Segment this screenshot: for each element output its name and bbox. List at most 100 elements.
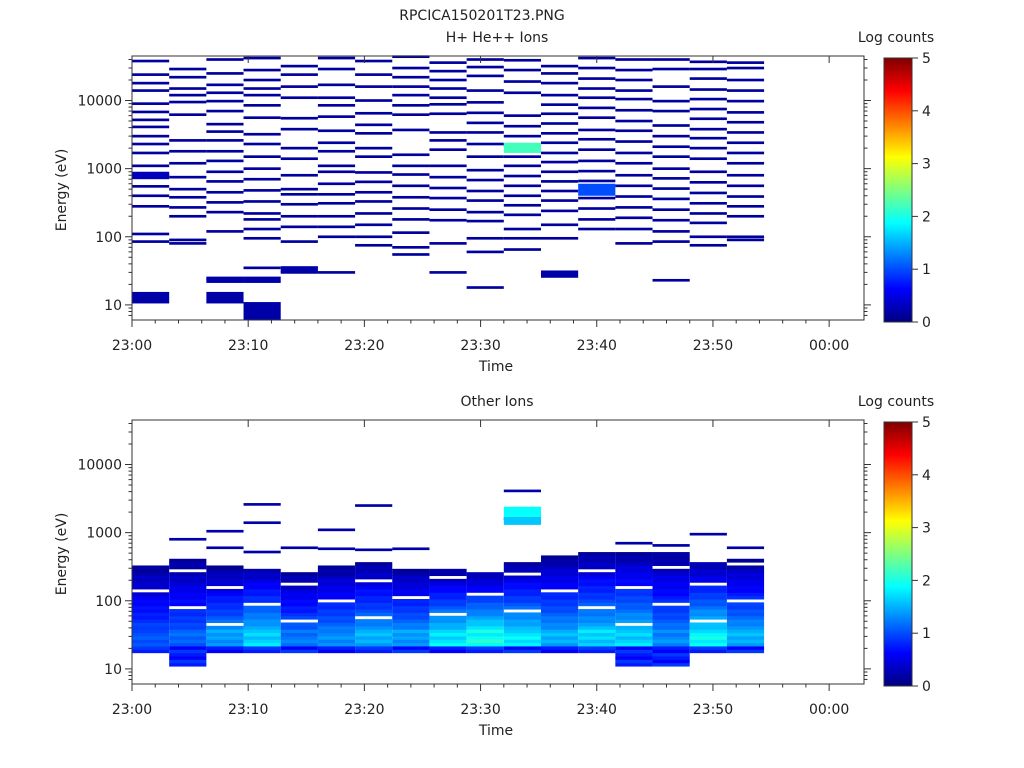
heatmap-cell <box>578 552 616 556</box>
heatmap-cell <box>726 615 765 620</box>
heatmap-cell <box>689 532 727 536</box>
heatmap-cell <box>615 605 653 610</box>
heatmap-cell <box>615 552 653 556</box>
heatmap-cell <box>429 599 467 603</box>
heatmap-cell <box>540 236 579 240</box>
heatmap-cell <box>243 104 281 107</box>
heatmap-cell <box>392 602 430 607</box>
heatmap-cell <box>689 592 727 597</box>
heatmap-cell <box>615 108 653 112</box>
heatmap-cell <box>392 104 430 107</box>
heatmap-cell <box>578 625 616 630</box>
heatmap-cell <box>355 582 393 587</box>
heatmap-cell <box>615 558 653 563</box>
heatmap-cell <box>355 599 393 603</box>
heatmap-cell <box>615 656 653 660</box>
heatmap-cell <box>317 615 356 620</box>
heatmap-cell <box>132 142 170 146</box>
heatmap-cell <box>540 609 579 613</box>
x-tick-label: 23:30 <box>460 338 500 354</box>
heatmap-cell <box>689 221 727 225</box>
heatmap-cell <box>466 629 504 634</box>
y-tick-label: 1000 <box>86 526 122 542</box>
heatmap-cell <box>429 568 467 573</box>
heatmap-cell <box>243 649 281 654</box>
heatmap-cell <box>615 216 653 220</box>
heatmap-cell <box>392 66 430 70</box>
heatmap-cell <box>280 635 318 640</box>
heatmap-cell <box>132 605 170 610</box>
panel-title: H+ He++ Ions <box>446 30 549 46</box>
heatmap-cell <box>169 635 207 640</box>
heatmap-cell <box>317 609 356 613</box>
heatmap-cell <box>578 592 616 597</box>
heatmap-cell <box>355 612 393 617</box>
heatmap-cell <box>578 595 616 600</box>
heatmap-cell <box>726 592 765 597</box>
heatmap-cell <box>578 602 616 607</box>
heatmap-cell <box>355 609 393 613</box>
heatmap-cell <box>726 609 765 613</box>
heatmap-cell <box>578 66 616 70</box>
heatmap-cell <box>578 179 616 183</box>
heatmap-cell <box>243 142 281 146</box>
heatmap-cell <box>540 599 579 603</box>
heatmap-cell <box>429 578 467 583</box>
y-tick-label: 10000 <box>77 458 122 474</box>
heatmap-cell <box>652 656 690 660</box>
heatmap-cell <box>726 619 765 623</box>
heatmap-cell <box>689 97 727 101</box>
heatmap-cell <box>280 592 318 597</box>
heatmap-cell <box>503 635 541 640</box>
heatmap-cell <box>652 278 690 282</box>
y-axis: 10 100 1000 10000 <box>77 58 871 316</box>
heatmap-cell <box>726 120 765 124</box>
heatmap-cell <box>243 615 281 620</box>
heatmap-cell <box>726 173 765 177</box>
heatmap-cell <box>615 625 653 630</box>
heatmap-cell <box>317 129 356 133</box>
heatmap-cell <box>429 175 467 179</box>
heatmap-cell <box>726 66 765 70</box>
heatmap-cell <box>652 645 690 650</box>
heatmap-cell <box>355 642 393 647</box>
heatmap-cell <box>392 649 430 654</box>
heatmap-cell <box>652 230 690 233</box>
heatmap-cells <box>132 55 765 320</box>
heatmap-cell <box>540 642 579 647</box>
heatmap-cell <box>392 195 430 199</box>
heatmap-cell <box>503 565 541 570</box>
heatmap-cell <box>689 127 727 131</box>
heatmap-cell <box>540 629 579 634</box>
heatmap-cell <box>429 61 467 64</box>
heatmap-cell <box>652 155 690 158</box>
x-tick-label: 00:00 <box>809 702 849 718</box>
heatmap-cell <box>652 622 690 627</box>
heatmap-cell <box>429 629 467 634</box>
heatmap-cell <box>652 240 690 243</box>
heatmap-cell <box>169 575 207 580</box>
heatmap-cell <box>132 622 170 627</box>
heatmap-cell <box>280 605 318 610</box>
heatmap-cell <box>392 253 430 256</box>
heatmap-cell <box>429 218 467 222</box>
heatmap-cell <box>540 595 579 600</box>
heatmap-cell <box>206 230 244 233</box>
heatmap-cell <box>355 629 393 634</box>
heatmap-cell <box>726 649 765 654</box>
heatmap-cell <box>466 605 504 610</box>
heatmap-cell <box>243 612 281 617</box>
heatmap-cell <box>280 146 318 150</box>
heatmap-cell <box>466 602 504 607</box>
heatmap-cell <box>503 588 541 593</box>
heatmap-cell <box>466 625 504 630</box>
heatmap-cell <box>429 639 467 644</box>
heatmap-cell <box>243 266 281 270</box>
heatmap-cell <box>243 236 281 240</box>
heatmap-cell <box>689 575 727 580</box>
heatmap-cell <box>615 629 653 634</box>
x-tick-label: 23:00 <box>112 702 152 718</box>
y-tick-label: 10 <box>104 298 122 314</box>
heatmap-cell <box>429 78 467 82</box>
x-tick-label: 23:10 <box>228 702 268 718</box>
